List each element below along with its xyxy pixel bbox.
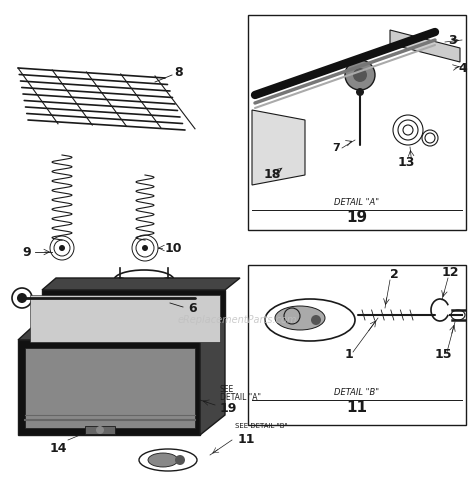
- Polygon shape: [42, 290, 225, 318]
- Circle shape: [115, 285, 125, 295]
- Text: 4: 4: [458, 61, 467, 75]
- Circle shape: [356, 88, 364, 96]
- Circle shape: [175, 455, 185, 465]
- Bar: [248, 15, 466, 230]
- Ellipse shape: [148, 453, 178, 467]
- Text: 2: 2: [390, 269, 399, 282]
- Circle shape: [96, 426, 104, 434]
- Text: 11: 11: [238, 433, 255, 446]
- Text: eReplacementParts.com: eReplacementParts.com: [177, 315, 297, 325]
- Text: 3: 3: [448, 33, 456, 46]
- Polygon shape: [30, 295, 220, 342]
- Text: 8: 8: [174, 65, 182, 78]
- Text: DETAIL "A": DETAIL "A": [335, 198, 380, 207]
- Polygon shape: [18, 318, 225, 340]
- Text: 13: 13: [398, 155, 415, 168]
- Bar: [248, 265, 466, 425]
- Bar: [85, 426, 115, 434]
- Text: 7: 7: [332, 143, 340, 153]
- Circle shape: [17, 293, 27, 303]
- Polygon shape: [25, 348, 195, 428]
- Text: 14: 14: [50, 441, 67, 454]
- Text: DETAIL "A": DETAIL "A": [220, 393, 261, 402]
- Text: SEE: SEE: [220, 385, 234, 394]
- Circle shape: [311, 315, 321, 325]
- Text: 1: 1: [345, 348, 354, 362]
- Text: 10: 10: [165, 242, 182, 255]
- Text: 12: 12: [442, 266, 459, 278]
- Polygon shape: [390, 30, 460, 62]
- Text: DETAIL "B": DETAIL "B": [335, 388, 380, 397]
- Polygon shape: [252, 110, 305, 185]
- Circle shape: [142, 245, 148, 251]
- Polygon shape: [18, 340, 200, 435]
- Text: 6: 6: [188, 302, 197, 315]
- Polygon shape: [200, 318, 225, 435]
- Circle shape: [163, 285, 173, 295]
- Circle shape: [353, 68, 367, 82]
- Circle shape: [59, 245, 65, 251]
- Text: 18: 18: [264, 168, 282, 182]
- Text: 19: 19: [220, 402, 237, 415]
- Polygon shape: [42, 278, 240, 290]
- Ellipse shape: [275, 306, 325, 330]
- Text: 15: 15: [435, 348, 453, 362]
- Text: 11: 11: [346, 400, 367, 415]
- Text: 9: 9: [22, 245, 31, 258]
- Text: SEE DETAIL "B": SEE DETAIL "B": [235, 423, 288, 429]
- Text: 19: 19: [346, 210, 367, 225]
- Circle shape: [345, 60, 375, 90]
